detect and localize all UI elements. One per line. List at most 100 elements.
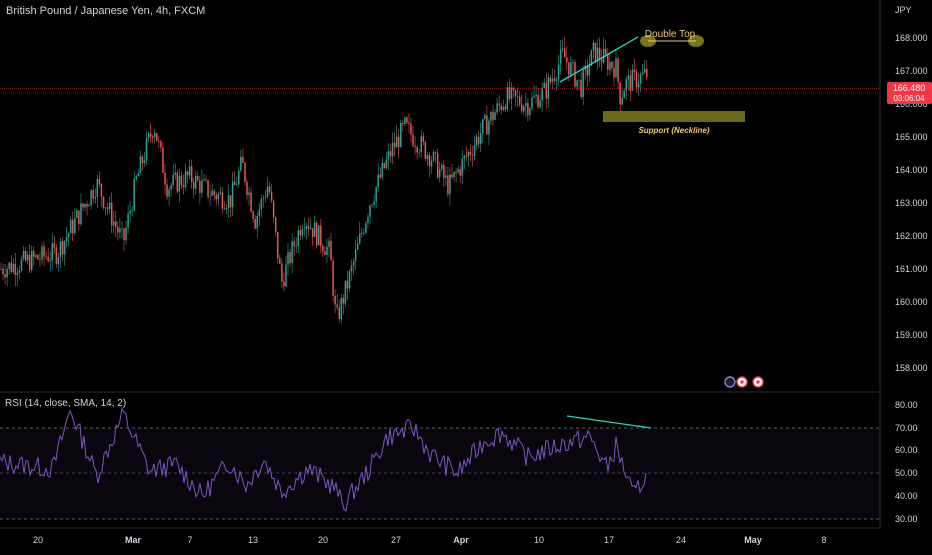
candle-body (467, 151, 470, 157)
candle-body (504, 106, 507, 110)
candle-body (287, 252, 289, 265)
price-tick-label: 162.000 (895, 231, 928, 241)
candle-body (125, 227, 127, 241)
candle-body (516, 96, 519, 98)
candle-body (338, 307, 340, 319)
candle-body (570, 62, 572, 75)
candle-body (611, 61, 613, 68)
candle-body (576, 80, 578, 87)
candle-body (186, 171, 189, 176)
candle-body (482, 119, 484, 134)
candle-body (443, 164, 445, 178)
candle-body (315, 222, 318, 246)
candle-body (340, 297, 343, 319)
candle-body (531, 97, 533, 109)
price-tick-label: 158.000 (895, 363, 928, 373)
candle-body (184, 171, 187, 188)
candle-body (578, 79, 580, 81)
candle-body (231, 181, 234, 208)
economic-event-icon[interactable] (724, 376, 736, 388)
candle-body (459, 169, 461, 176)
candle-body (453, 171, 455, 178)
candle-body (16, 272, 19, 275)
symbol-title[interactable]: British Pound / Japanese Yen, 4h, FXCM (6, 5, 206, 17)
candle-body (100, 184, 103, 197)
candle-body (133, 178, 135, 211)
candle-body (494, 112, 496, 120)
candle-body (43, 246, 45, 257)
candle-body (205, 179, 207, 181)
candle-body (402, 123, 404, 124)
candle-body (90, 190, 92, 205)
candle-body (543, 83, 545, 88)
candle-body (115, 221, 117, 227)
time-label: 27 (391, 535, 401, 545)
candle-body (555, 79, 558, 81)
candle-body (110, 202, 113, 226)
candle-body (590, 50, 593, 66)
candle-body (414, 145, 416, 148)
candle-body (354, 249, 357, 262)
candle-body (559, 49, 562, 65)
candle-body (621, 98, 623, 105)
candle-body (592, 42, 595, 51)
candle-body (328, 240, 330, 247)
candle-body (631, 69, 634, 91)
candle-body (318, 225, 320, 246)
candle-body (289, 252, 291, 264)
candle-body (39, 259, 41, 261)
candle-body (199, 180, 201, 193)
rsi-axis[interactable]: 80.00 70.00 60.00 50.00 40.00 30.00 (895, 400, 918, 524)
currency-label: JPY (895, 5, 912, 15)
candle-body (432, 152, 435, 161)
candle-body (268, 186, 271, 192)
candle-body (385, 159, 388, 168)
rsi-line (0, 406, 647, 512)
candle-body (223, 208, 226, 210)
candle-body (106, 207, 109, 209)
candle-body (359, 233, 361, 244)
candle-body (434, 152, 437, 154)
candle-body (303, 228, 306, 230)
candle-body (416, 147, 418, 153)
candle-body (57, 256, 60, 264)
rsi-title[interactable]: RSI (14, close, SMA, 14, 2) (5, 398, 127, 409)
candle-body (190, 166, 193, 183)
candle-body (549, 77, 552, 82)
candle-body (254, 219, 256, 229)
candle-body (35, 255, 37, 257)
candle-body (510, 87, 513, 99)
candle-body (12, 263, 15, 272)
candle-body (307, 225, 310, 229)
candle-body (473, 145, 476, 156)
candle-body (295, 246, 297, 247)
candle-body (330, 240, 332, 261)
candle-body (389, 151, 392, 157)
candle-body (498, 103, 500, 106)
rsi-tick-label: 80.00 (895, 400, 918, 410)
candle-body (82, 203, 84, 208)
candle-body (463, 155, 466, 159)
candle-body (6, 268, 8, 278)
candle-body (203, 179, 205, 181)
time-axis[interactable]: 20 Mar 7 13 20 27 Apr 10 17 24 May 8 (33, 535, 827, 545)
price-trendline (559, 36, 639, 83)
candle-body (311, 228, 314, 238)
time-label: 13 (248, 535, 258, 545)
candle-body (102, 196, 105, 208)
candle-body (512, 87, 515, 91)
candle-body (260, 198, 263, 210)
candle-body (623, 90, 625, 99)
candle-body (475, 136, 478, 146)
candle-body (646, 68, 648, 78)
candle-body (397, 136, 400, 148)
candle-body (488, 121, 490, 135)
candle-body (86, 204, 88, 207)
candle-body (600, 58, 603, 63)
rsi-divergence-trendline (566, 415, 652, 429)
candle-body (225, 207, 228, 210)
candle-body (63, 240, 66, 255)
candle-body (250, 192, 252, 212)
candle-body (113, 221, 115, 226)
